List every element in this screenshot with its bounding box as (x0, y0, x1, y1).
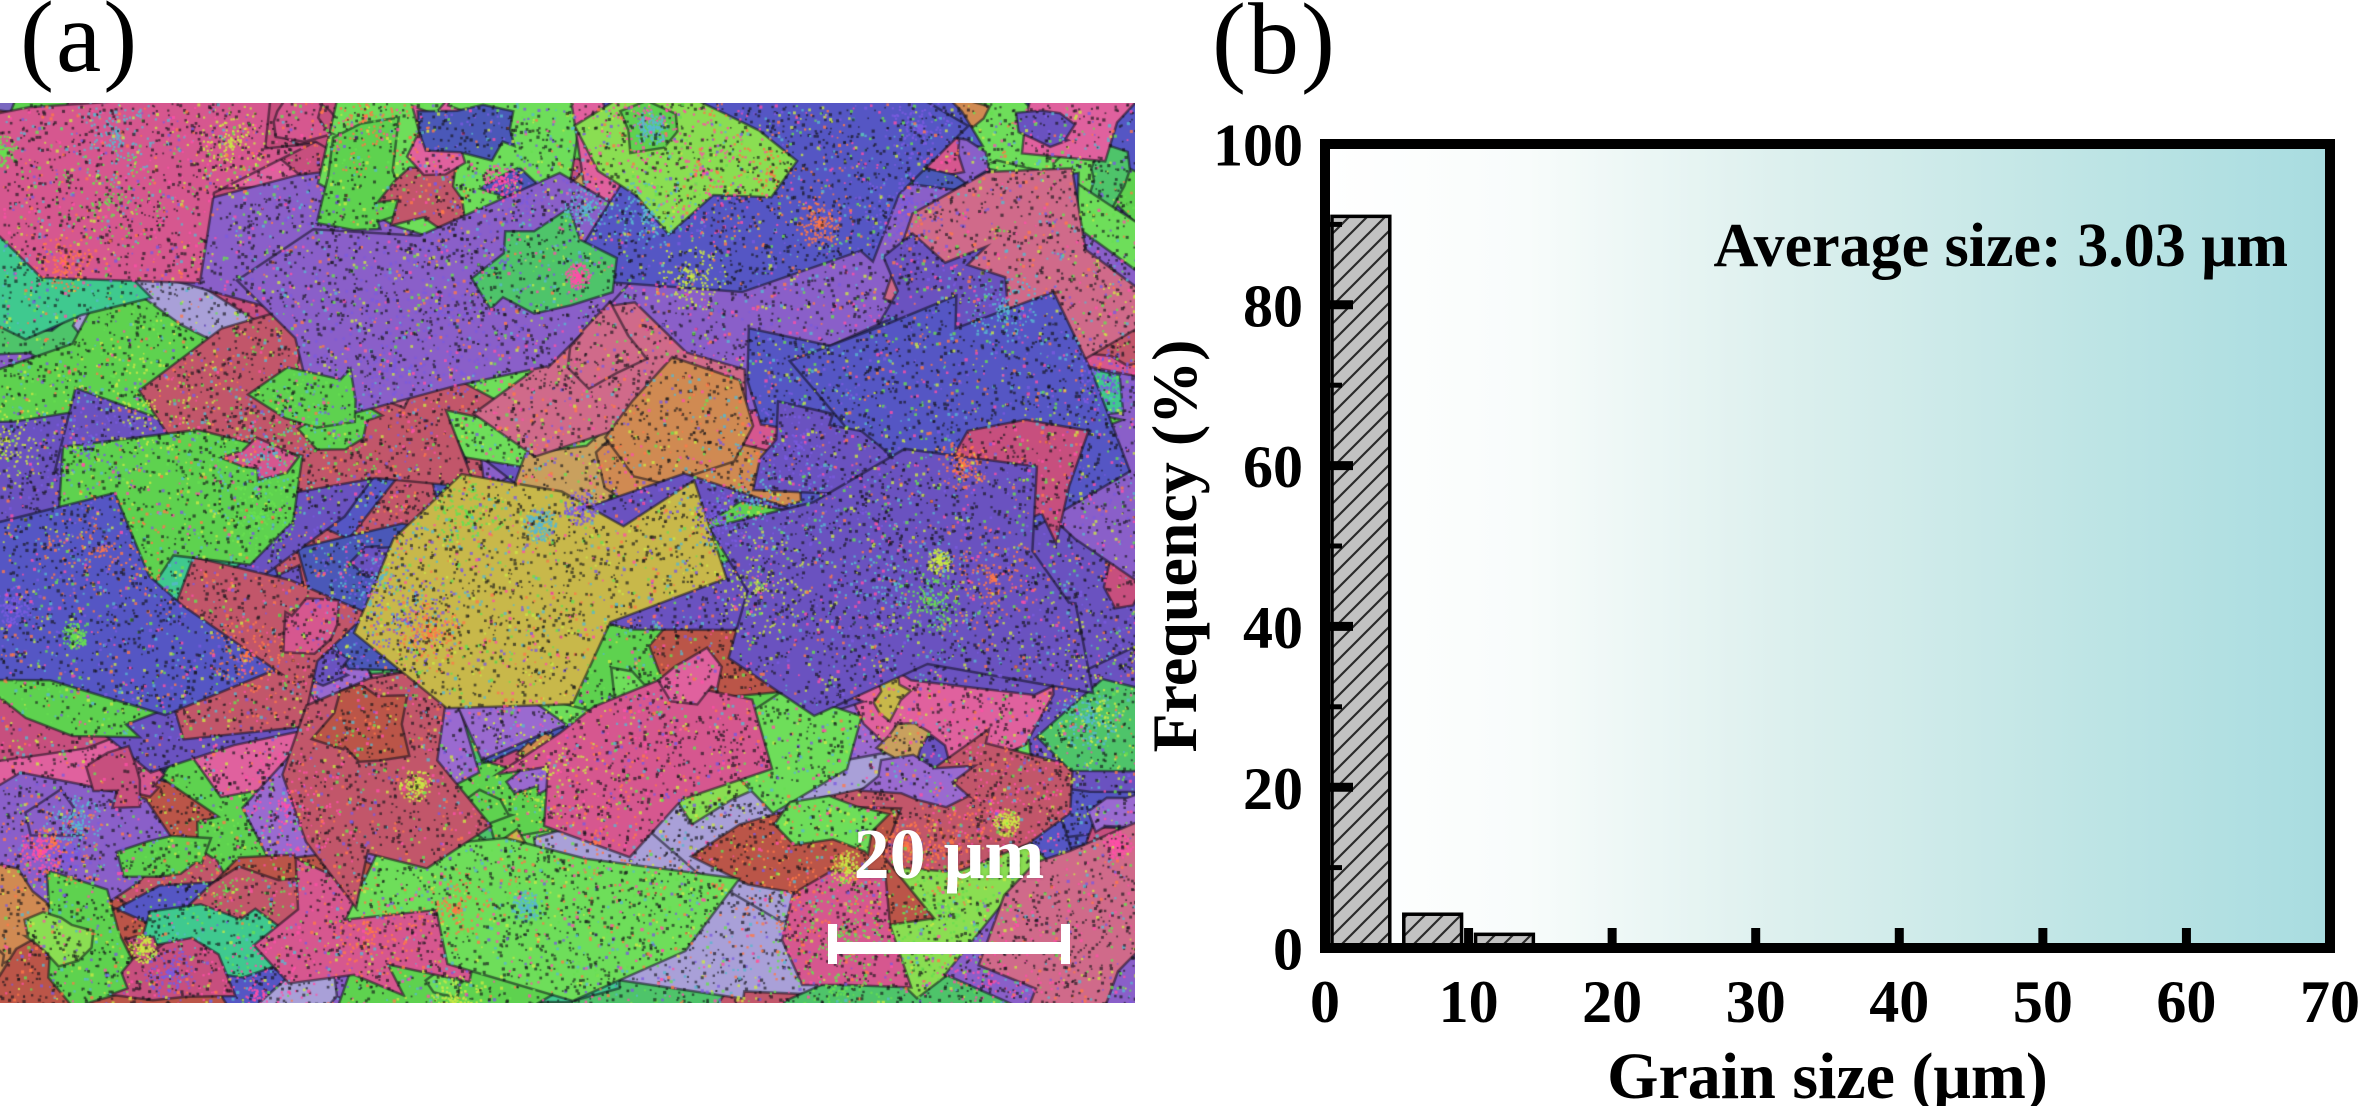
scale-bar-right-cap (1061, 924, 1070, 964)
x-axis-tick-label: 50 (2013, 969, 2073, 1035)
average-size-annotation: Average size: 3.03 μm (1713, 212, 2288, 280)
y-axis-tick-label: 100 (1213, 113, 1303, 179)
scale-bar-line (828, 942, 1070, 954)
x-axis-tick-label: 30 (1726, 969, 1786, 1035)
axis-frame (1320, 139, 2335, 953)
x-axis-tick-label: 10 (1439, 969, 1499, 1035)
histogram-bar (1402, 912, 1464, 950)
x-axis-tick-label: 0 (1310, 969, 1340, 1035)
scale-bar-label: 20 μm (853, 814, 1045, 894)
x-axis-title: Grain size (μm) (1607, 1040, 2048, 1106)
y-axis-tick-label: 20 (1243, 756, 1303, 822)
panel-b-label: (b) (1212, 0, 1337, 96)
x-axis-tick-label: 20 (1582, 969, 1642, 1035)
panel-a-label: (a) (20, 0, 140, 94)
y-axis-tick-label: 80 (1243, 273, 1303, 339)
x-axis-tick-label: 60 (2156, 969, 2216, 1035)
histogram-bar (1330, 214, 1392, 950)
x-axis-tick-label: 40 (1869, 969, 1929, 1035)
scale-bar: 20 μm (828, 814, 1070, 964)
y-axis-tick-label: 40 (1243, 595, 1303, 661)
plot-background (1325, 144, 2330, 948)
x-axis-tick-label: 70 (2300, 969, 2360, 1035)
ebsd-map-image (0, 103, 1135, 1003)
y-axis-tick-label: 0 (1273, 917, 1303, 983)
y-axis-title: Frequency (%) (1139, 340, 1210, 753)
y-axis-tick-label: 60 (1243, 434, 1303, 500)
